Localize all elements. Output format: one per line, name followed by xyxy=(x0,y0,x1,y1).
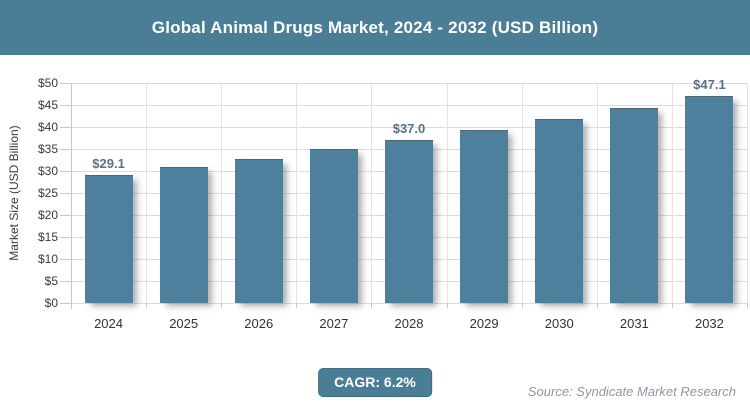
bar-2024 xyxy=(84,174,133,303)
y-tick-label: $25 xyxy=(37,186,58,200)
x-gridline xyxy=(596,83,598,303)
x-gridline xyxy=(296,83,298,303)
bar-2031 xyxy=(610,107,659,303)
x-tick-mark xyxy=(521,303,523,308)
x-gridline xyxy=(371,83,373,303)
y-gridline xyxy=(71,105,747,106)
y-gridline xyxy=(71,127,747,128)
x-gridline xyxy=(747,83,748,303)
bar-chart: Market Size (USD Billion) $29.1 $37.0 $47.… xyxy=(0,55,750,345)
x-tick-label: 2026 xyxy=(244,316,274,331)
y-tick-mark xyxy=(60,281,71,282)
y-tick-label: $0 xyxy=(44,296,58,310)
x-tick-label: 2032 xyxy=(694,316,724,331)
y-tick-mark xyxy=(60,171,71,172)
bar-2025 xyxy=(159,167,208,303)
bar-2027 xyxy=(309,149,358,303)
x-tick-label: 2027 xyxy=(319,316,349,331)
x-tick-label: 2028 xyxy=(394,316,424,331)
x-tick-mark xyxy=(596,303,598,308)
y-tick-mark xyxy=(60,149,71,150)
y-axis-line xyxy=(71,83,72,309)
x-tick-mark xyxy=(146,303,148,308)
y-tick-label: $10 xyxy=(37,252,58,266)
bar-value-label: $37.0 xyxy=(392,121,426,137)
y-tick-label: $5 xyxy=(44,274,58,288)
x-gridline xyxy=(671,83,673,303)
x-gridline xyxy=(446,83,448,303)
x-tick-label: 2029 xyxy=(469,316,499,331)
y-tick-mark xyxy=(60,127,71,128)
chart-title: Global Animal Drugs Market, 2024 - 2032 … xyxy=(151,17,599,37)
x-gridline xyxy=(221,83,223,303)
y-tick-label: $15 xyxy=(37,230,58,244)
plot-area: $29.1 $37.0 $47.1 xyxy=(71,77,748,304)
x-tick-label: 2025 xyxy=(169,316,199,331)
y-tick-label: $40 xyxy=(37,120,58,134)
bar-2030 xyxy=(535,119,584,303)
y-tick-mark xyxy=(60,303,71,304)
cagr-badge: CAGR: 6.2% xyxy=(318,368,432,397)
chart-title-bar: Global Animal Drugs Market, 2024 - 2032 … xyxy=(0,0,750,55)
x-tick-label: 2024 xyxy=(94,316,123,331)
x-tick-mark xyxy=(671,303,673,308)
bar-2029 xyxy=(460,130,509,303)
y-tick-mark xyxy=(60,215,71,216)
y-gridline xyxy=(71,303,747,304)
bar-value-label: $47.1 xyxy=(693,76,726,92)
y-gridline xyxy=(71,83,747,84)
y-tick-label: $50 xyxy=(37,76,58,90)
y-tick-mark xyxy=(60,259,71,260)
x-tick-label: 2031 xyxy=(619,316,649,331)
bar-2026 xyxy=(234,158,283,303)
source-attribution: Source: Syndicate Market Research xyxy=(527,384,736,399)
x-tick-mark xyxy=(221,303,223,308)
y-tick-mark xyxy=(60,83,71,84)
y-tick-label: $35 xyxy=(37,142,58,156)
x-tick-mark xyxy=(296,303,298,308)
bar-2032 xyxy=(685,95,734,303)
y-tick-mark xyxy=(60,237,71,238)
x-tick-mark xyxy=(747,303,748,308)
x-gridline xyxy=(521,83,523,303)
x-tick-label: 2030 xyxy=(544,316,574,331)
y-tick-label: $30 xyxy=(37,164,58,178)
x-gridline xyxy=(146,83,148,303)
y-tick-label: $20 xyxy=(37,208,58,222)
y-tick-mark xyxy=(60,105,71,106)
bar-value-label: $29.1 xyxy=(92,155,125,171)
bar-2028 xyxy=(385,140,433,303)
y-tick-label: $45 xyxy=(37,98,58,112)
x-tick-mark xyxy=(371,303,373,308)
x-tick-mark xyxy=(446,303,448,308)
y-tick-mark xyxy=(60,193,71,194)
